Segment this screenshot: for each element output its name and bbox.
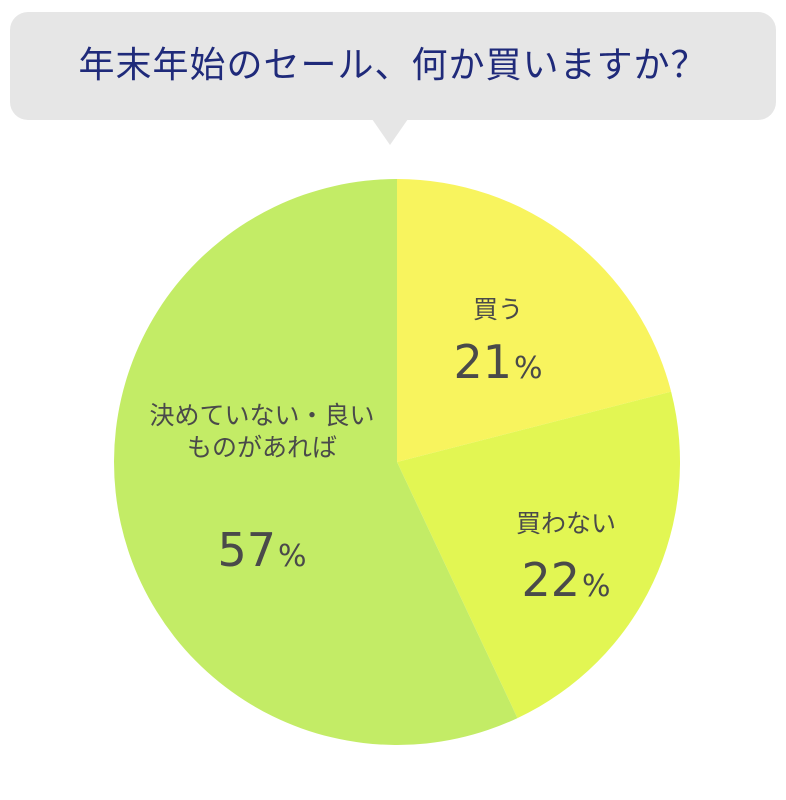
title-bubble [10,12,776,120]
slice-label: ものがあれば [187,433,337,462]
pie-slice [114,179,518,745]
slice-label: 買わない [516,509,616,538]
title-bubble-tail [372,119,408,145]
pie-slice [397,179,672,462]
chart-title: 年末年始のセール、何か買いますか？ [78,45,708,86]
slice-value-label: 21% [453,335,542,389]
slice-label: 決めていない・良い [149,401,374,430]
pie-slice [397,391,681,719]
slice-label: 買う [473,295,523,324]
